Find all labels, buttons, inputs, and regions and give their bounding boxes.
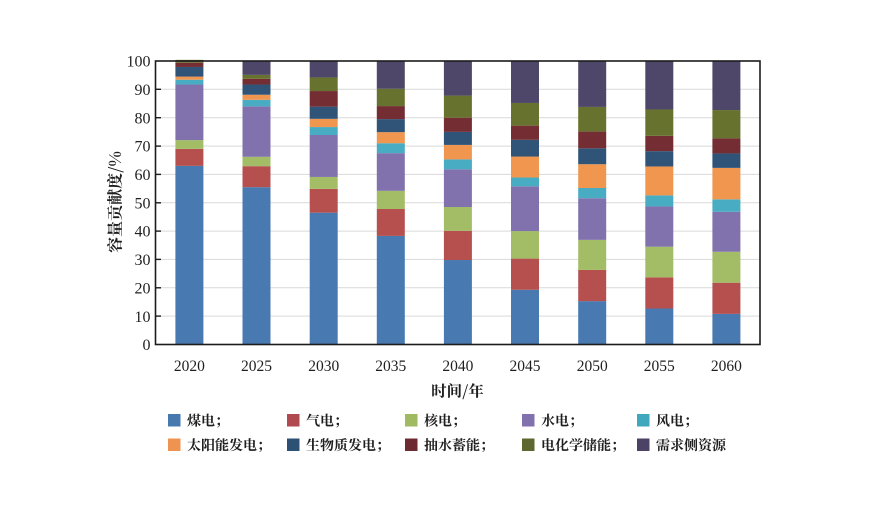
svg-text:2025: 2025 — [241, 358, 272, 375]
svg-text:2020: 2020 — [174, 358, 205, 375]
svg-text:2045: 2045 — [510, 358, 541, 375]
svg-text:2050: 2050 — [577, 358, 608, 375]
svg-text:0: 0 — [143, 337, 151, 354]
svg-text:2035: 2035 — [375, 358, 406, 375]
svg-text:2060: 2060 — [711, 358, 742, 375]
svg-text:70: 70 — [135, 139, 151, 156]
svg-text:10: 10 — [135, 309, 151, 326]
svg-text:90: 90 — [135, 82, 151, 99]
svg-text:2055: 2055 — [644, 358, 675, 375]
svg-text:2040: 2040 — [442, 358, 473, 375]
svg-text:100: 100 — [127, 54, 151, 71]
svg-text:80: 80 — [135, 110, 151, 127]
svg-text:2030: 2030 — [308, 358, 339, 375]
svg-text:50: 50 — [135, 195, 151, 212]
svg-text:60: 60 — [135, 167, 151, 184]
svg-text:20: 20 — [135, 280, 151, 297]
svg-text:30: 30 — [135, 252, 151, 269]
svg-text:40: 40 — [135, 224, 151, 241]
